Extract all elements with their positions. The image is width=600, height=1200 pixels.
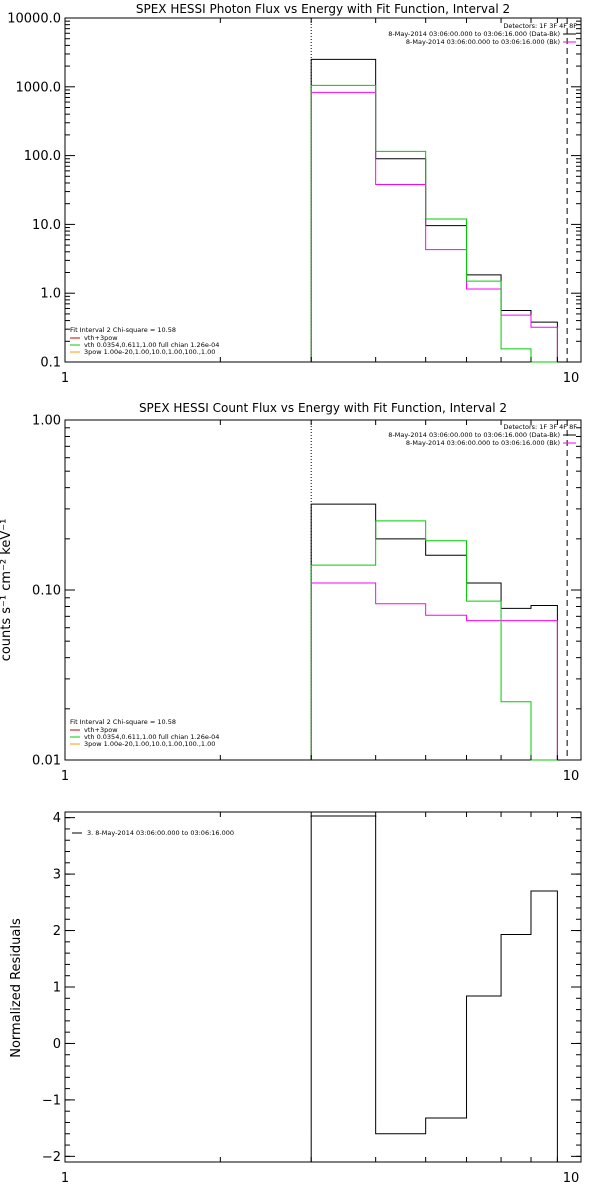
photon-detector-legend: Detectors: 1F 3F 4F 8F 8-May-2014 03:06:… xyxy=(388,22,577,46)
count-series-0 xyxy=(310,503,558,760)
photon-data-interval: 8-May-2014 03:06:00.000 to 03:06:16.000 … xyxy=(388,30,560,38)
photon-legend-model-1: vth 0.0354,0.611,1.00 full chian 1.26e-0… xyxy=(84,341,219,349)
photon-fit-legend: Fit Interval 2 Chi-square = 10.58 vth+3p… xyxy=(70,326,219,356)
residuals-y-tick-label-1: −1 xyxy=(42,1093,61,1108)
photon-bk-interval: 8-May-2014 03:06:00.000 to 03:06:16.000 … xyxy=(406,38,560,46)
photon-chart-title: SPEX HESSI Photon Flux vs Energy with Fi… xyxy=(136,2,510,16)
count-fit-legend: Fit Interval 2 Chi-square = 10.58 vth+3p… xyxy=(70,718,219,748)
photon-series-2 xyxy=(310,84,558,363)
photon-detectors-label: Detectors: 1F 3F 4F 8F xyxy=(503,22,577,30)
count-legend-model-1: vth 0.0354,0.611,1.00 full chian 1.26e-0… xyxy=(84,733,219,741)
photon-x-tick-label-0: 1 xyxy=(61,371,69,386)
count-fit-header: Fit Interval 2 Chi-square = 10.58 xyxy=(70,718,176,726)
count-series-2 xyxy=(310,520,558,761)
count-legend-model-2: 3pow 1.00e-20,1.00,10.0,1.00,100.,1.00 xyxy=(84,740,215,748)
count-y-axis-label: counts s⁻¹ cm⁻² keV⁻¹ xyxy=(0,519,14,662)
count-series-1 xyxy=(310,582,558,760)
count-chart-title: SPEX HESSI Count Flux vs Energy with Fit… xyxy=(139,401,507,415)
photon-fit-header: Fit Interval 2 Chi-square = 10.58 xyxy=(70,326,176,334)
residuals-y-tick-label-2: 0 xyxy=(53,1037,61,1052)
residuals-y-tick-label-6: 4 xyxy=(53,811,61,826)
photon-y-tick-label-5: 10000.0 xyxy=(7,12,61,27)
residuals-y-tick-label-0: −2 xyxy=(42,1150,61,1165)
count-legend-model-0: vth+3pow xyxy=(84,726,118,734)
residuals-y-tick-label-4: 2 xyxy=(53,924,61,939)
photon-legend-model-0: vth+3pow xyxy=(84,334,118,342)
count-x-tick-label-0: 1 xyxy=(61,769,69,784)
residuals-legend-text: 3. 8-May-2014 03:06:00.000 to 03:06:16.0… xyxy=(87,829,234,837)
photon-y-tick-label-1: 1.0 xyxy=(40,287,61,302)
residuals-y-axis-label: Normalized Residuals xyxy=(9,918,24,1058)
photon-x-tick-label-1: 10 xyxy=(563,371,580,386)
photon-plot-frame xyxy=(64,17,582,363)
count-y-tick-label-2: 1.00 xyxy=(32,414,61,429)
residuals-x-tick-label-1: 10 xyxy=(563,1171,580,1186)
photon-y-tick-label-2: 10.0 xyxy=(32,218,61,233)
photon-y-tick-label-0: 0.1 xyxy=(40,356,61,371)
photon-y-tick-label-3: 100.0 xyxy=(24,149,61,164)
residuals-panel: −2 −1 0 1 2 3 4 1 10 Normalized Residuals 3. 8-… xyxy=(9,811,582,1186)
photon-y-tick-label-4: 1000.0 xyxy=(16,80,62,95)
count-y-tick-label-1: 0.10 xyxy=(32,584,61,599)
count-detectors-label: Detectors: 1F 3F 4F 8F xyxy=(503,423,577,431)
residuals-series-0 xyxy=(310,815,558,1162)
photon-series-1 xyxy=(310,91,558,362)
count-detector-legend: Detectors: 1F 3F 4F 8F 8-May-2014 03:06:… xyxy=(388,423,577,447)
residuals-y-tick-label-5: 3 xyxy=(53,868,61,883)
count-y-tick-label-0: 0.01 xyxy=(32,754,61,769)
count-data-interval: 8-May-2014 03:06:00.000 to 03:06:16.000 … xyxy=(388,431,560,439)
photon-flux-panel: SPEX HESSI Photon Flux vs Energy with Fi… xyxy=(7,2,582,386)
count-bk-interval: 8-May-2014 03:06:00.000 to 03:06:16.000 … xyxy=(406,439,560,447)
count-plot-frame xyxy=(64,419,582,761)
residuals-x-tick-label-0: 1 xyxy=(61,1171,69,1186)
residuals-plot-frame xyxy=(64,811,582,1163)
photon-series-0 xyxy=(310,58,558,362)
count-flux-panel: SPEX HESSI Count Flux vs Energy with Fit… xyxy=(0,401,582,784)
photon-legend-model-2: 3pow 1.00e-20,1.00,10.0,1.00,100.,1.00 xyxy=(84,348,215,356)
residuals-y-tick-label-3: 1 xyxy=(53,981,61,996)
count-x-tick-label-1: 10 xyxy=(563,769,580,784)
